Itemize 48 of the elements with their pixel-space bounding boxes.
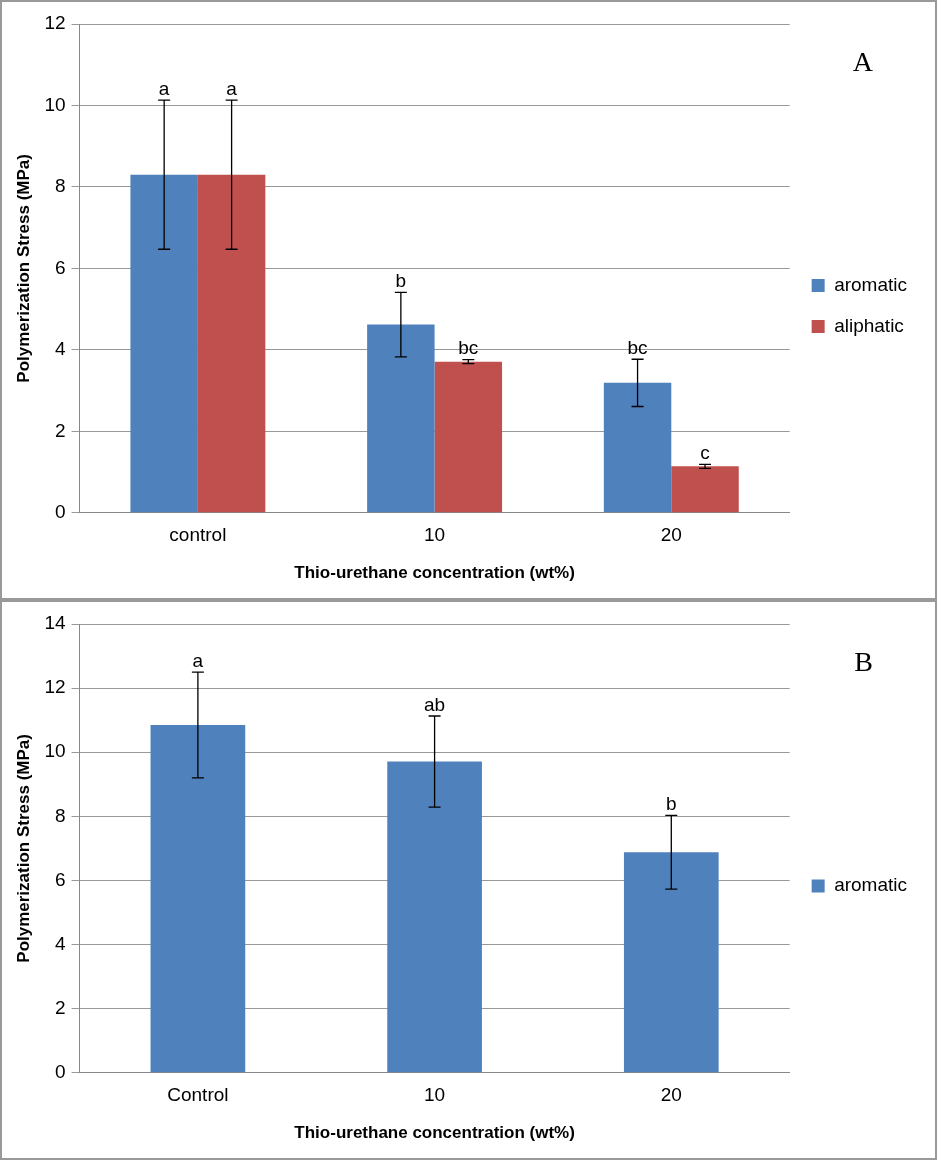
x-axis-title: Thio-urethane concentration (wt%): [294, 563, 575, 583]
y-tick-label: 6: [54, 868, 66, 890]
y-tick-label: 0: [54, 1061, 66, 1083]
annotation: a: [226, 77, 238, 99]
legend-label: aliphatic: [834, 314, 904, 336]
data-label: a: [192, 649, 204, 671]
y-tick-label: 2: [54, 996, 66, 1018]
y-axis-title: Polymerization Stress (MPa): [13, 734, 33, 963]
y-tick-label: 12: [44, 676, 66, 698]
bar: [671, 466, 739, 513]
y-tick-label: 12: [44, 12, 66, 34]
x-tick-label: 10: [424, 1084, 446, 1106]
data-label: bc: [458, 337, 479, 359]
bar: [387, 761, 482, 1073]
data-label: b: [395, 270, 407, 292]
y-tick-label: 8: [54, 175, 66, 197]
data-label: bc: [627, 336, 648, 358]
x-tick-label: 20: [660, 524, 682, 546]
y-tick-label: 0: [54, 501, 66, 523]
y-tick-label: 6: [54, 256, 66, 278]
bar: [623, 852, 719, 1073]
annotation: a: [158, 77, 170, 99]
text: B: [854, 646, 873, 678]
bar: [130, 174, 198, 513]
y-tick-label: 4: [54, 338, 66, 360]
bar: [197, 174, 266, 513]
data-label: c: [700, 442, 710, 464]
bar: [434, 361, 503, 513]
legend-label: aromatic: [834, 874, 907, 896]
data-label: ab: [424, 693, 446, 715]
y-tick-label: 10: [44, 740, 66, 762]
text: A: [852, 46, 873, 78]
bar: [150, 724, 246, 1073]
x-tick-label: 10: [424, 524, 446, 546]
bar: [603, 382, 672, 513]
legend-label: aromatic: [834, 273, 907, 295]
y-tick-label: 4: [54, 932, 66, 954]
x-tick-label: Control: [167, 1084, 229, 1106]
x-axis-title: Thio-urethane concentration (wt%): [294, 1123, 575, 1143]
bar: [367, 324, 435, 513]
y-tick-label: 14: [44, 612, 66, 634]
y-axis-title: Polymerization Stress (MPa): [13, 154, 33, 383]
x-tick-label: control: [169, 524, 227, 546]
y-tick-label: 2: [54, 419, 66, 441]
y-tick-label: 10: [44, 93, 66, 115]
data-label: b: [666, 793, 677, 815]
y-tick-label: 8: [54, 804, 66, 826]
x-tick-label: 20: [660, 1084, 682, 1106]
